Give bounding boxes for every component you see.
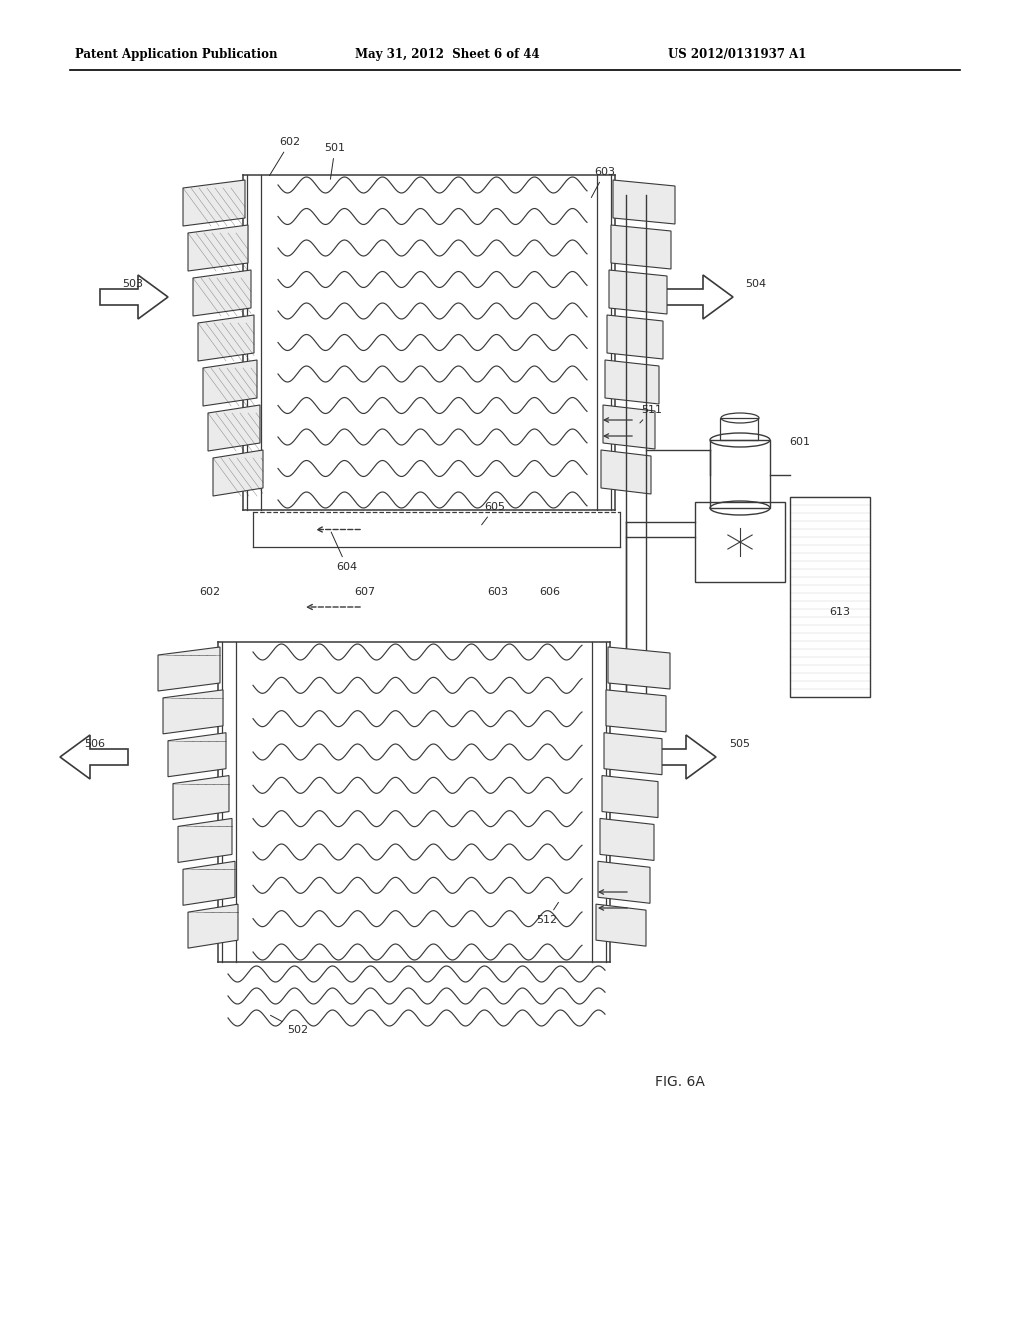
Text: FIG. 6A: FIG. 6A bbox=[655, 1074, 705, 1089]
Polygon shape bbox=[178, 818, 232, 862]
Text: 613: 613 bbox=[829, 607, 851, 616]
Bar bbox=[720, 418, 758, 440]
Polygon shape bbox=[188, 224, 248, 271]
Polygon shape bbox=[183, 861, 234, 906]
Text: May 31, 2012  Sheet 6 of 44: May 31, 2012 Sheet 6 of 44 bbox=[355, 48, 540, 61]
Polygon shape bbox=[208, 405, 260, 451]
Polygon shape bbox=[193, 271, 251, 315]
Polygon shape bbox=[602, 776, 658, 817]
Text: 506: 506 bbox=[85, 739, 105, 748]
Polygon shape bbox=[608, 647, 670, 689]
Text: 505: 505 bbox=[729, 739, 751, 748]
Text: 606: 606 bbox=[540, 587, 560, 597]
Polygon shape bbox=[601, 450, 651, 494]
Text: 504: 504 bbox=[745, 279, 767, 289]
Polygon shape bbox=[613, 180, 675, 224]
Polygon shape bbox=[213, 450, 263, 496]
Polygon shape bbox=[163, 690, 223, 734]
Polygon shape bbox=[168, 733, 226, 776]
Polygon shape bbox=[611, 224, 671, 269]
Text: 604: 604 bbox=[331, 532, 357, 572]
Polygon shape bbox=[606, 690, 666, 731]
Text: 603: 603 bbox=[591, 168, 615, 198]
Polygon shape bbox=[600, 818, 654, 861]
Bar bbox=[710, 440, 770, 508]
Text: US 2012/0131937 A1: US 2012/0131937 A1 bbox=[668, 48, 806, 61]
Text: 602: 602 bbox=[269, 137, 301, 176]
Text: 603: 603 bbox=[487, 587, 509, 597]
Bar bbox=[695, 502, 785, 582]
Text: Patent Application Publication: Patent Application Publication bbox=[75, 48, 278, 61]
Text: 512: 512 bbox=[537, 903, 558, 925]
Text: 511: 511 bbox=[640, 405, 663, 422]
Text: 607: 607 bbox=[354, 587, 376, 597]
Polygon shape bbox=[183, 180, 245, 226]
Text: 502: 502 bbox=[270, 1015, 308, 1035]
Polygon shape bbox=[596, 904, 646, 946]
Polygon shape bbox=[188, 904, 238, 948]
Polygon shape bbox=[173, 776, 229, 820]
Text: 602: 602 bbox=[200, 587, 220, 597]
Polygon shape bbox=[607, 315, 663, 359]
Bar bbox=[790, 498, 870, 697]
Polygon shape bbox=[203, 360, 257, 407]
Polygon shape bbox=[603, 405, 655, 449]
Polygon shape bbox=[604, 733, 662, 775]
Polygon shape bbox=[198, 315, 254, 360]
Polygon shape bbox=[598, 861, 650, 903]
Polygon shape bbox=[605, 360, 659, 404]
Text: 501: 501 bbox=[325, 143, 345, 180]
Text: 605: 605 bbox=[481, 502, 506, 525]
Text: 601: 601 bbox=[790, 437, 811, 447]
Text: 503: 503 bbox=[123, 279, 143, 289]
Polygon shape bbox=[609, 271, 667, 314]
Polygon shape bbox=[158, 647, 220, 690]
